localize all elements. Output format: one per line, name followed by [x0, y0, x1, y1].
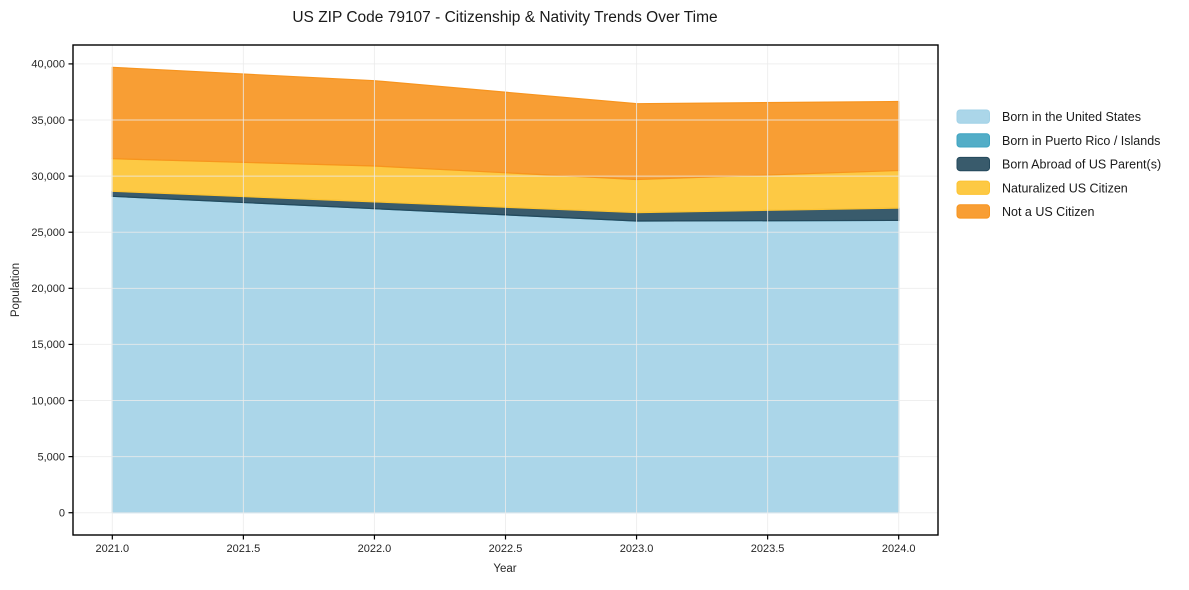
legend-swatch-born-in-puerto-rico-islands: [956, 133, 990, 148]
chart-title: US ZIP Code 79107 - Citizenship & Nativi…: [292, 9, 717, 26]
axis-ticks: 2021.0 2021.5 2022.0 2022.5 2023.0 2023.5 2024…: [31, 59, 915, 555]
x-tick-label: 2023.0: [620, 543, 654, 555]
legend-label-not-a-us-citizen: Not a US Citizen: [1002, 205, 1094, 219]
x-tick-label: 2024.0: [882, 543, 916, 555]
y-tick-label: 5,000: [37, 451, 65, 463]
legend-swatch-not-a-us-citizen: [956, 204, 990, 219]
legend-label-born-in-the-united-states: Born in the United States: [1002, 110, 1141, 124]
x-tick-label: 2022.5: [489, 543, 523, 555]
legend-label-born-in-puerto-rico-islands: Born in Puerto Rico / Islands: [1002, 134, 1160, 148]
y-tick-label: 0: [59, 508, 65, 520]
y-tick-label: 35,000: [31, 115, 65, 127]
y-tick-label: 30,000: [31, 171, 65, 183]
y-tick-label: 10,000: [31, 395, 65, 407]
y-tick-label: 15,000: [31, 339, 65, 351]
legend-label-naturalized-us-citizen: Naturalized US Citizen: [1002, 181, 1128, 195]
x-tick-label: 2023.5: [751, 543, 785, 555]
x-tick-label: 2021.5: [227, 543, 261, 555]
legend-swatch-born-abroad-of-us-parent-s: [956, 156, 990, 172]
x-axis-label: Year: [493, 563, 516, 575]
y-tick-label: 20,000: [31, 283, 65, 295]
gridlines: [73, 45, 938, 535]
chart-legend: Born in the United States Born in Puerto …: [956, 109, 1161, 219]
y-tick-label: 40,000: [31, 59, 65, 71]
y-tick-label: 25,000: [31, 227, 65, 239]
legend-label-born-abroad-of-us-parent-s: Born Abroad of US Parent(s): [1002, 158, 1161, 172]
legend-swatch-born-in-the-united-states: [956, 109, 990, 124]
x-tick-label: 2022.0: [358, 543, 392, 555]
legend-swatch-naturalized-us-citizen: [956, 180, 990, 195]
x-tick-label: 2021.0: [95, 543, 129, 555]
y-axis-label: Population: [10, 263, 22, 317]
